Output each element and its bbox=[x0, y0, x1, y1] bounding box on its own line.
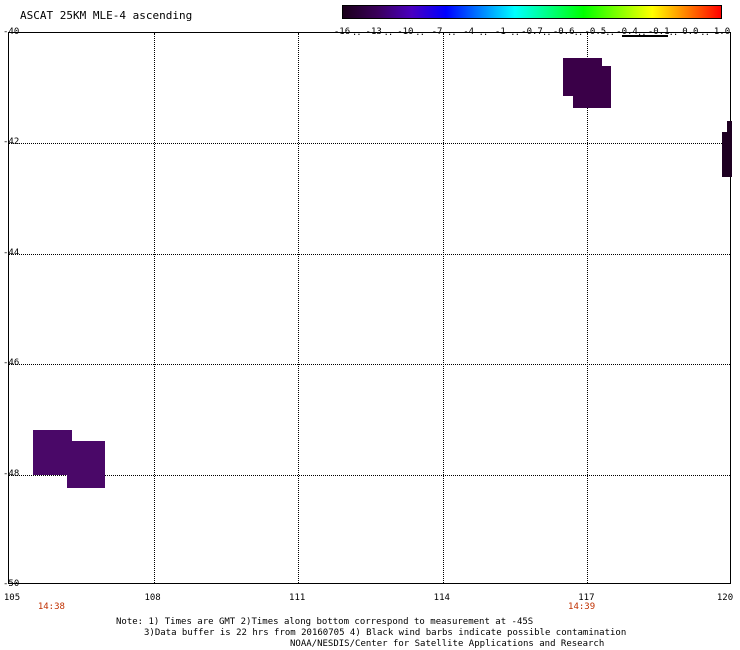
latitude-tick-label: -48 bbox=[3, 468, 20, 479]
note-line-2: 3)Data buffer is 22 hrs from 20160705 4)… bbox=[144, 628, 627, 638]
note-line-1: Note: 1) Times are GMT 2)Times along bot… bbox=[116, 617, 534, 627]
longitude-gridline bbox=[587, 33, 589, 583]
note-line-3: NOAA/NESDIS/Center for Satellite Applica… bbox=[290, 639, 605, 649]
latitude-tick-label: -50 bbox=[3, 579, 20, 589]
wind-data-cell bbox=[66, 441, 106, 489]
color-scale-separator: .. bbox=[668, 28, 679, 38]
longitude-gridline bbox=[298, 33, 300, 583]
longitude-tick-label: 105 bbox=[3, 593, 21, 603]
color-scale-separator: .. bbox=[351, 28, 362, 38]
color-scale-bar bbox=[342, 5, 722, 19]
longitude-tick-label: 114 bbox=[433, 593, 450, 603]
latitude-tick-label: -44 bbox=[3, 247, 20, 258]
wind-barb-scale bbox=[622, 35, 668, 37]
longitude-tick-label: 111 bbox=[289, 593, 306, 603]
latitude-tick-label: -46 bbox=[3, 358, 20, 369]
latitude-gridline bbox=[9, 143, 730, 145]
color-scale-separator: .. bbox=[605, 28, 615, 38]
latitude-tick-label: -42 bbox=[3, 137, 20, 148]
chart-title: ASCAT 25KM MLE-4 ascending bbox=[20, 9, 193, 22]
color-scale-separator: .. bbox=[446, 28, 457, 38]
longitude-tick-label: 120 bbox=[716, 593, 734, 603]
wind-data-cell bbox=[727, 121, 732, 163]
color-scale-separator: .. bbox=[415, 28, 425, 38]
longitude-tick-label: 117 bbox=[578, 593, 595, 603]
longitude-tick-label: 108 bbox=[144, 593, 161, 603]
latitude-gridline bbox=[9, 474, 730, 476]
time-label: 14:38 bbox=[37, 602, 65, 612]
color-scale-separator: .. bbox=[383, 28, 394, 38]
color-scale-separator: .. bbox=[636, 28, 647, 38]
latitude-tick-label: -40 bbox=[3, 27, 20, 37]
color-scale-separator: .. bbox=[478, 28, 489, 38]
color-scale-separator: .. bbox=[700, 28, 710, 38]
longitude-gridline bbox=[153, 33, 155, 583]
time-label: 14:39 bbox=[568, 602, 596, 612]
latitude-gridline bbox=[9, 253, 730, 255]
latitude-gridline bbox=[9, 364, 730, 366]
wind-data-cell bbox=[572, 66, 612, 108]
color-scale-separator: .. bbox=[510, 28, 520, 38]
map-plot-area[interactable] bbox=[8, 32, 732, 584]
wind-data-cell bbox=[33, 430, 72, 475]
color-scale-separator: .. bbox=[541, 28, 552, 38]
color-scale-separator: .. bbox=[573, 28, 584, 38]
longitude-gridline bbox=[442, 33, 444, 583]
